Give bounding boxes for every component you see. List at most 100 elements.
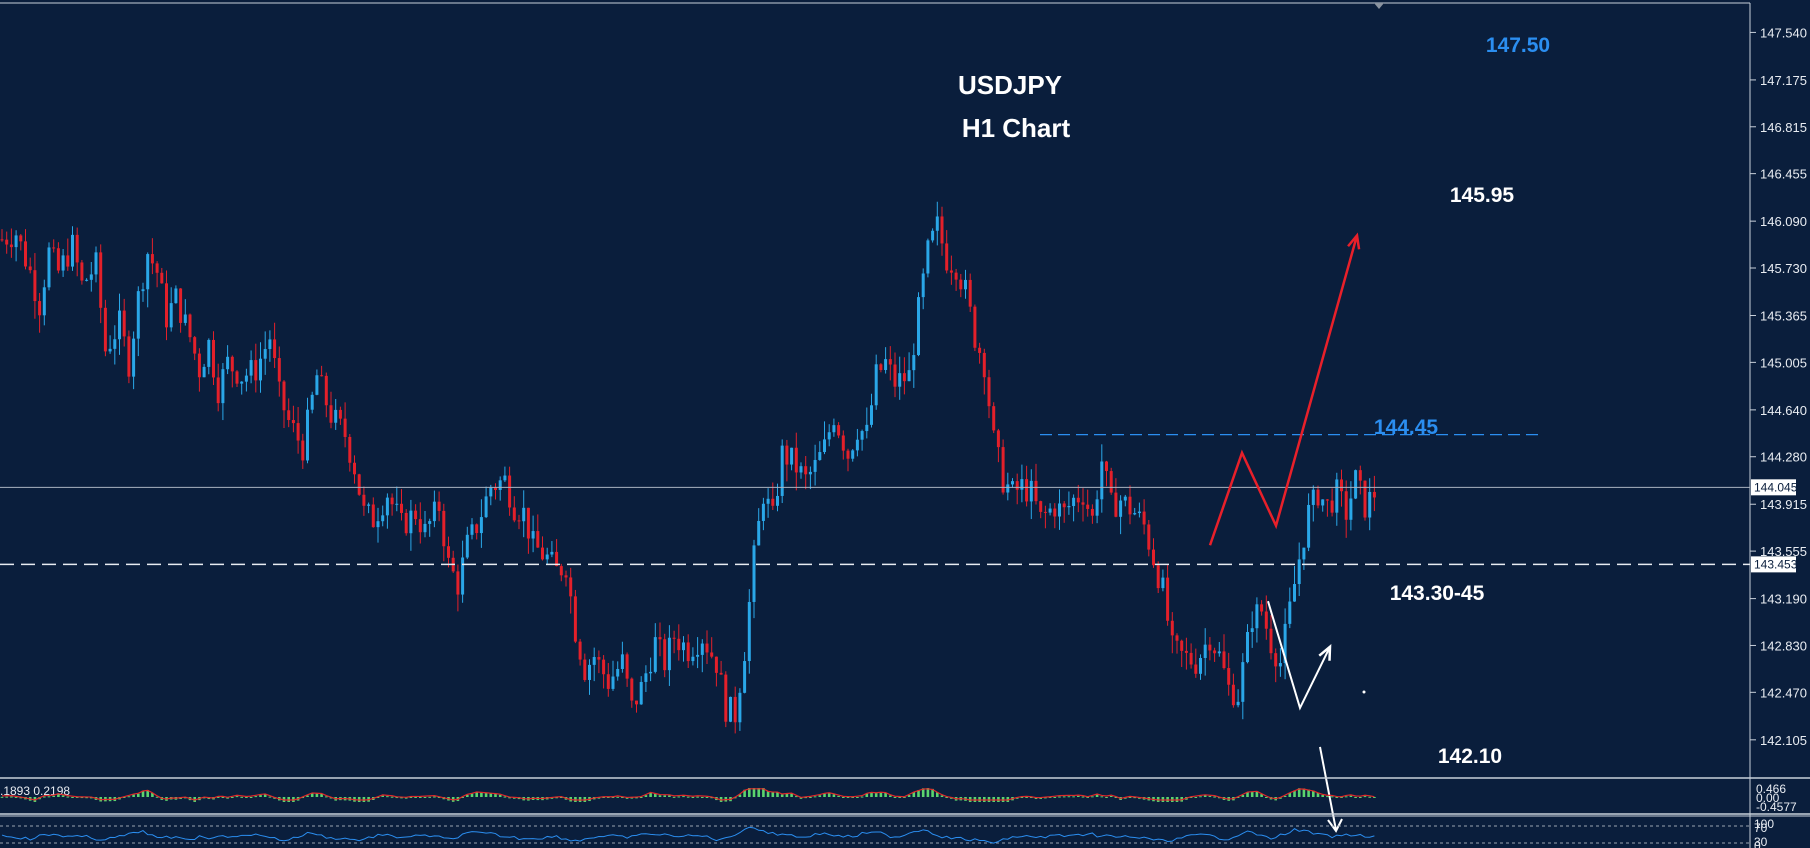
macd-bar — [762, 788, 765, 797]
macd-bar — [57, 794, 60, 797]
candle-body — [517, 520, 521, 522]
support-label: 143.30-45 — [1390, 582, 1485, 605]
scroll-marker-icon[interactable] — [1374, 3, 1384, 9]
macd-bar — [832, 794, 836, 797]
candle-body — [1086, 504, 1090, 509]
price-axis: 147.540 147.175 146.815 146.455 146.090 145.7… — [1750, 25, 1807, 748]
macd-bar — [85, 797, 88, 799]
macd-bar — [936, 792, 939, 797]
candle-body — [738, 692, 742, 723]
macd-bar — [1025, 797, 1028, 798]
macd-bar — [494, 794, 497, 797]
candle-body — [437, 501, 441, 511]
candle-body — [146, 254, 150, 290]
macd-bar — [644, 795, 648, 797]
candle-body — [432, 501, 436, 522]
macd-bar — [466, 794, 469, 797]
macd-bar — [907, 794, 911, 797]
candle-body — [315, 375, 319, 395]
candle-body — [409, 510, 413, 534]
price-tick-label: 146.815 — [1760, 120, 1807, 135]
candle-body — [602, 659, 606, 675]
candle-body — [160, 272, 164, 284]
macd-bar — [813, 796, 817, 798]
macd-bar — [696, 796, 699, 798]
macd-bar — [903, 797, 906, 798]
candle-body — [1015, 481, 1019, 490]
candle-body — [677, 638, 681, 651]
candle-body — [729, 696, 732, 722]
candle-body — [376, 521, 380, 528]
macd-bar — [1095, 794, 1099, 797]
candle-body — [202, 366, 206, 378]
macd-bar — [1105, 797, 1108, 798]
candle-body — [578, 641, 582, 660]
candle-body — [52, 247, 56, 249]
macd-bar — [423, 797, 427, 798]
candle-body — [1274, 653, 1278, 667]
macd-bar — [1330, 796, 1334, 798]
macd-bar — [1203, 795, 1207, 797]
macd-bar — [137, 793, 140, 797]
macd-bar — [682, 796, 685, 798]
candle-body — [893, 364, 897, 387]
candle-body — [705, 643, 709, 653]
macd-bar — [701, 797, 704, 798]
macd-bar — [428, 796, 431, 798]
bearish-projection-path — [1267, 600, 1331, 711]
macd-bar — [395, 797, 399, 799]
candle-body — [564, 575, 568, 578]
candle-body — [1307, 504, 1311, 548]
bullish-arrowhead-icon — [1347, 232, 1361, 250]
macd-bar — [1283, 795, 1287, 797]
candle-body — [263, 349, 267, 359]
candle-body — [230, 356, 234, 372]
macd-bar — [14, 797, 18, 798]
osc-tick-100: 100 — [1754, 817, 1774, 831]
candle-body — [808, 471, 812, 475]
candle-body — [625, 654, 629, 679]
candle-body — [1363, 480, 1367, 518]
macd-bar — [409, 797, 413, 798]
oscillator-panel[interactable]: 100 70 30 0 — [0, 815, 1810, 848]
price-tick-label: 147.540 — [1760, 25, 1807, 40]
candle-body — [197, 353, 201, 378]
macd-bar — [823, 793, 826, 797]
macd-bar — [743, 789, 746, 797]
candle-body — [611, 676, 615, 689]
candle-body — [329, 405, 333, 423]
candle-body — [489, 487, 493, 497]
candle-body — [1043, 511, 1047, 513]
macd-bar — [80, 797, 84, 799]
candle-body — [442, 510, 446, 547]
candle-body — [334, 409, 338, 423]
price-tick-label: 142.470 — [1760, 685, 1807, 700]
candle-body — [503, 475, 507, 481]
candle-body — [888, 359, 892, 365]
macd-bar — [254, 796, 258, 798]
macd-bar — [776, 792, 779, 797]
macd-bar — [1344, 796, 1348, 798]
candle-body — [653, 637, 657, 672]
macd-bar — [475, 792, 478, 797]
candle-body — [282, 381, 286, 411]
macd-bar — [1194, 797, 1198, 798]
macd-bar — [498, 794, 502, 797]
macd-panel[interactable]: .1893 0.2198 0.466 0.00 -0.4577 — [0, 777, 1810, 815]
candle-body — [569, 577, 573, 597]
macd-bar — [1199, 796, 1202, 798]
macd-bar — [437, 797, 441, 798]
candle-body — [14, 235, 18, 248]
candle-body — [865, 424, 869, 432]
candle-body — [907, 370, 911, 382]
candle-body — [1156, 565, 1160, 589]
candle-body — [663, 639, 667, 671]
candle-body — [320, 375, 324, 377]
candle-body — [348, 436, 352, 463]
candle-body — [1330, 500, 1334, 513]
macd-bar — [1246, 792, 1249, 797]
candle-body — [1029, 480, 1033, 502]
